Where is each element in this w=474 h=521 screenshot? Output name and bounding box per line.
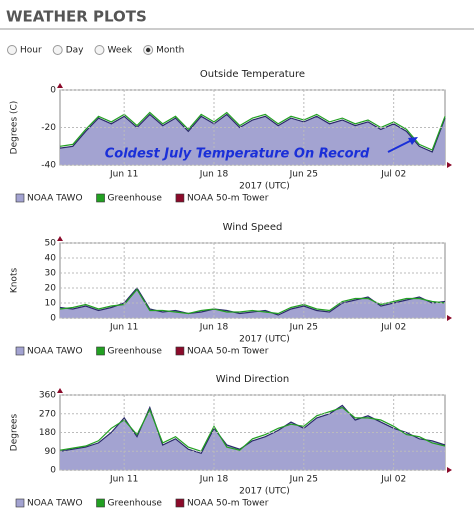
y-axis-label: Degrees [10, 413, 20, 451]
legend-swatch [175, 498, 185, 508]
x-tick-label: Jun 25 [289, 170, 318, 180]
radio-button[interactable] [7, 45, 17, 55]
annotation-arrowhead [408, 137, 418, 145]
radio-label[interactable]: Day [66, 46, 84, 56]
legend-label: Greenhouse [108, 194, 163, 204]
y-tick-label: 50 [45, 239, 57, 249]
chart-title: Outside Temperature [200, 69, 305, 80]
y-tick-label: 0 [50, 86, 56, 96]
radio-dot [145, 47, 151, 53]
x-tick-label: Jun 18 [199, 170, 229, 180]
y-tick-label: 180 [39, 428, 56, 438]
annotation-arrow [387, 139, 413, 153]
x-tick-label: Jul 02 [380, 323, 406, 333]
y-tick-label: 0 [50, 466, 56, 476]
axis-arrow [57, 83, 63, 88]
x-tick-label: Jun 11 [109, 170, 138, 180]
legend-swatch [96, 193, 105, 203]
y-tick-label: 30 [45, 269, 57, 279]
chart-title: Wind Speed [223, 222, 283, 233]
radio-label[interactable]: Week [107, 46, 132, 56]
y-tick-label: -40 [41, 161, 56, 171]
y-axis-label: Knots [10, 268, 20, 294]
x-tick-label: Jun 11 [109, 323, 138, 333]
chart-title: Wind Direction [216, 374, 290, 385]
annotation: Coldest July Temperature On Record [105, 147, 370, 162]
x-tick-label: Jun 25 [289, 475, 318, 485]
legend-swatch [175, 346, 185, 356]
y-tick-label: -20 [41, 123, 56, 133]
legend-swatch [96, 498, 105, 508]
x-axis-label: 2017 (UTC) [239, 487, 290, 497]
y-tick-label: 40 [45, 254, 57, 264]
x-tick-label: Jun 25 [289, 323, 318, 333]
axis-arrow [447, 162, 452, 168]
series-line [59, 113, 446, 153]
legend-swatch [96, 346, 105, 356]
radio-button[interactable] [94, 45, 105, 55]
x-axis-label: 2017 (UTC) [239, 182, 290, 192]
legend-swatch [175, 193, 185, 203]
radio-label[interactable]: Hour [20, 46, 42, 56]
y-tick-label: 10 [45, 299, 57, 309]
axis-arrow [57, 236, 63, 241]
y-tick-label: 0 [50, 314, 56, 324]
x-tick-label: Jun 11 [109, 475, 138, 485]
legend-swatch [15, 498, 25, 508]
area-fill [60, 405, 445, 470]
x-tick-label: Jun 18 [199, 323, 229, 333]
series-line [59, 404, 446, 455]
radio-button[interactable] [52, 45, 63, 55]
y-tick-label: 20 [45, 284, 57, 294]
axis-arrow [447, 467, 452, 473]
x-axis-label: 2017 (UTC) [239, 335, 290, 345]
x-tick-label: Jun 18 [199, 475, 229, 485]
legend-label: NOAA TAWO [27, 347, 83, 357]
x-tick-label: Jul 02 [380, 170, 406, 180]
legend-label: Greenhouse [108, 347, 163, 357]
y-tick-label: 270 [39, 409, 56, 419]
axis-arrow [57, 388, 63, 393]
y-tick-label: 90 [45, 447, 57, 457]
axis-arrow [447, 315, 452, 321]
legend-swatch [15, 193, 25, 203]
radio-label[interactable]: Month [156, 46, 184, 56]
page-title: WEATHER PLOTS [6, 8, 147, 26]
y-tick-label: 360 [39, 391, 56, 401]
legend-label: NOAA 50-m Tower [187, 499, 269, 509]
legend-label: NOAA TAWO [27, 194, 83, 204]
legend-label: NOAA 50-m Tower [187, 347, 269, 357]
x-tick-label: Jul 02 [380, 475, 406, 485]
legend-label: NOAA 50-m Tower [187, 194, 269, 204]
y-axis-label: Degrees (C) [10, 101, 20, 155]
legend-label: Greenhouse [108, 499, 163, 509]
legend-label: NOAA TAWO [27, 499, 83, 509]
legend-swatch [15, 346, 25, 356]
